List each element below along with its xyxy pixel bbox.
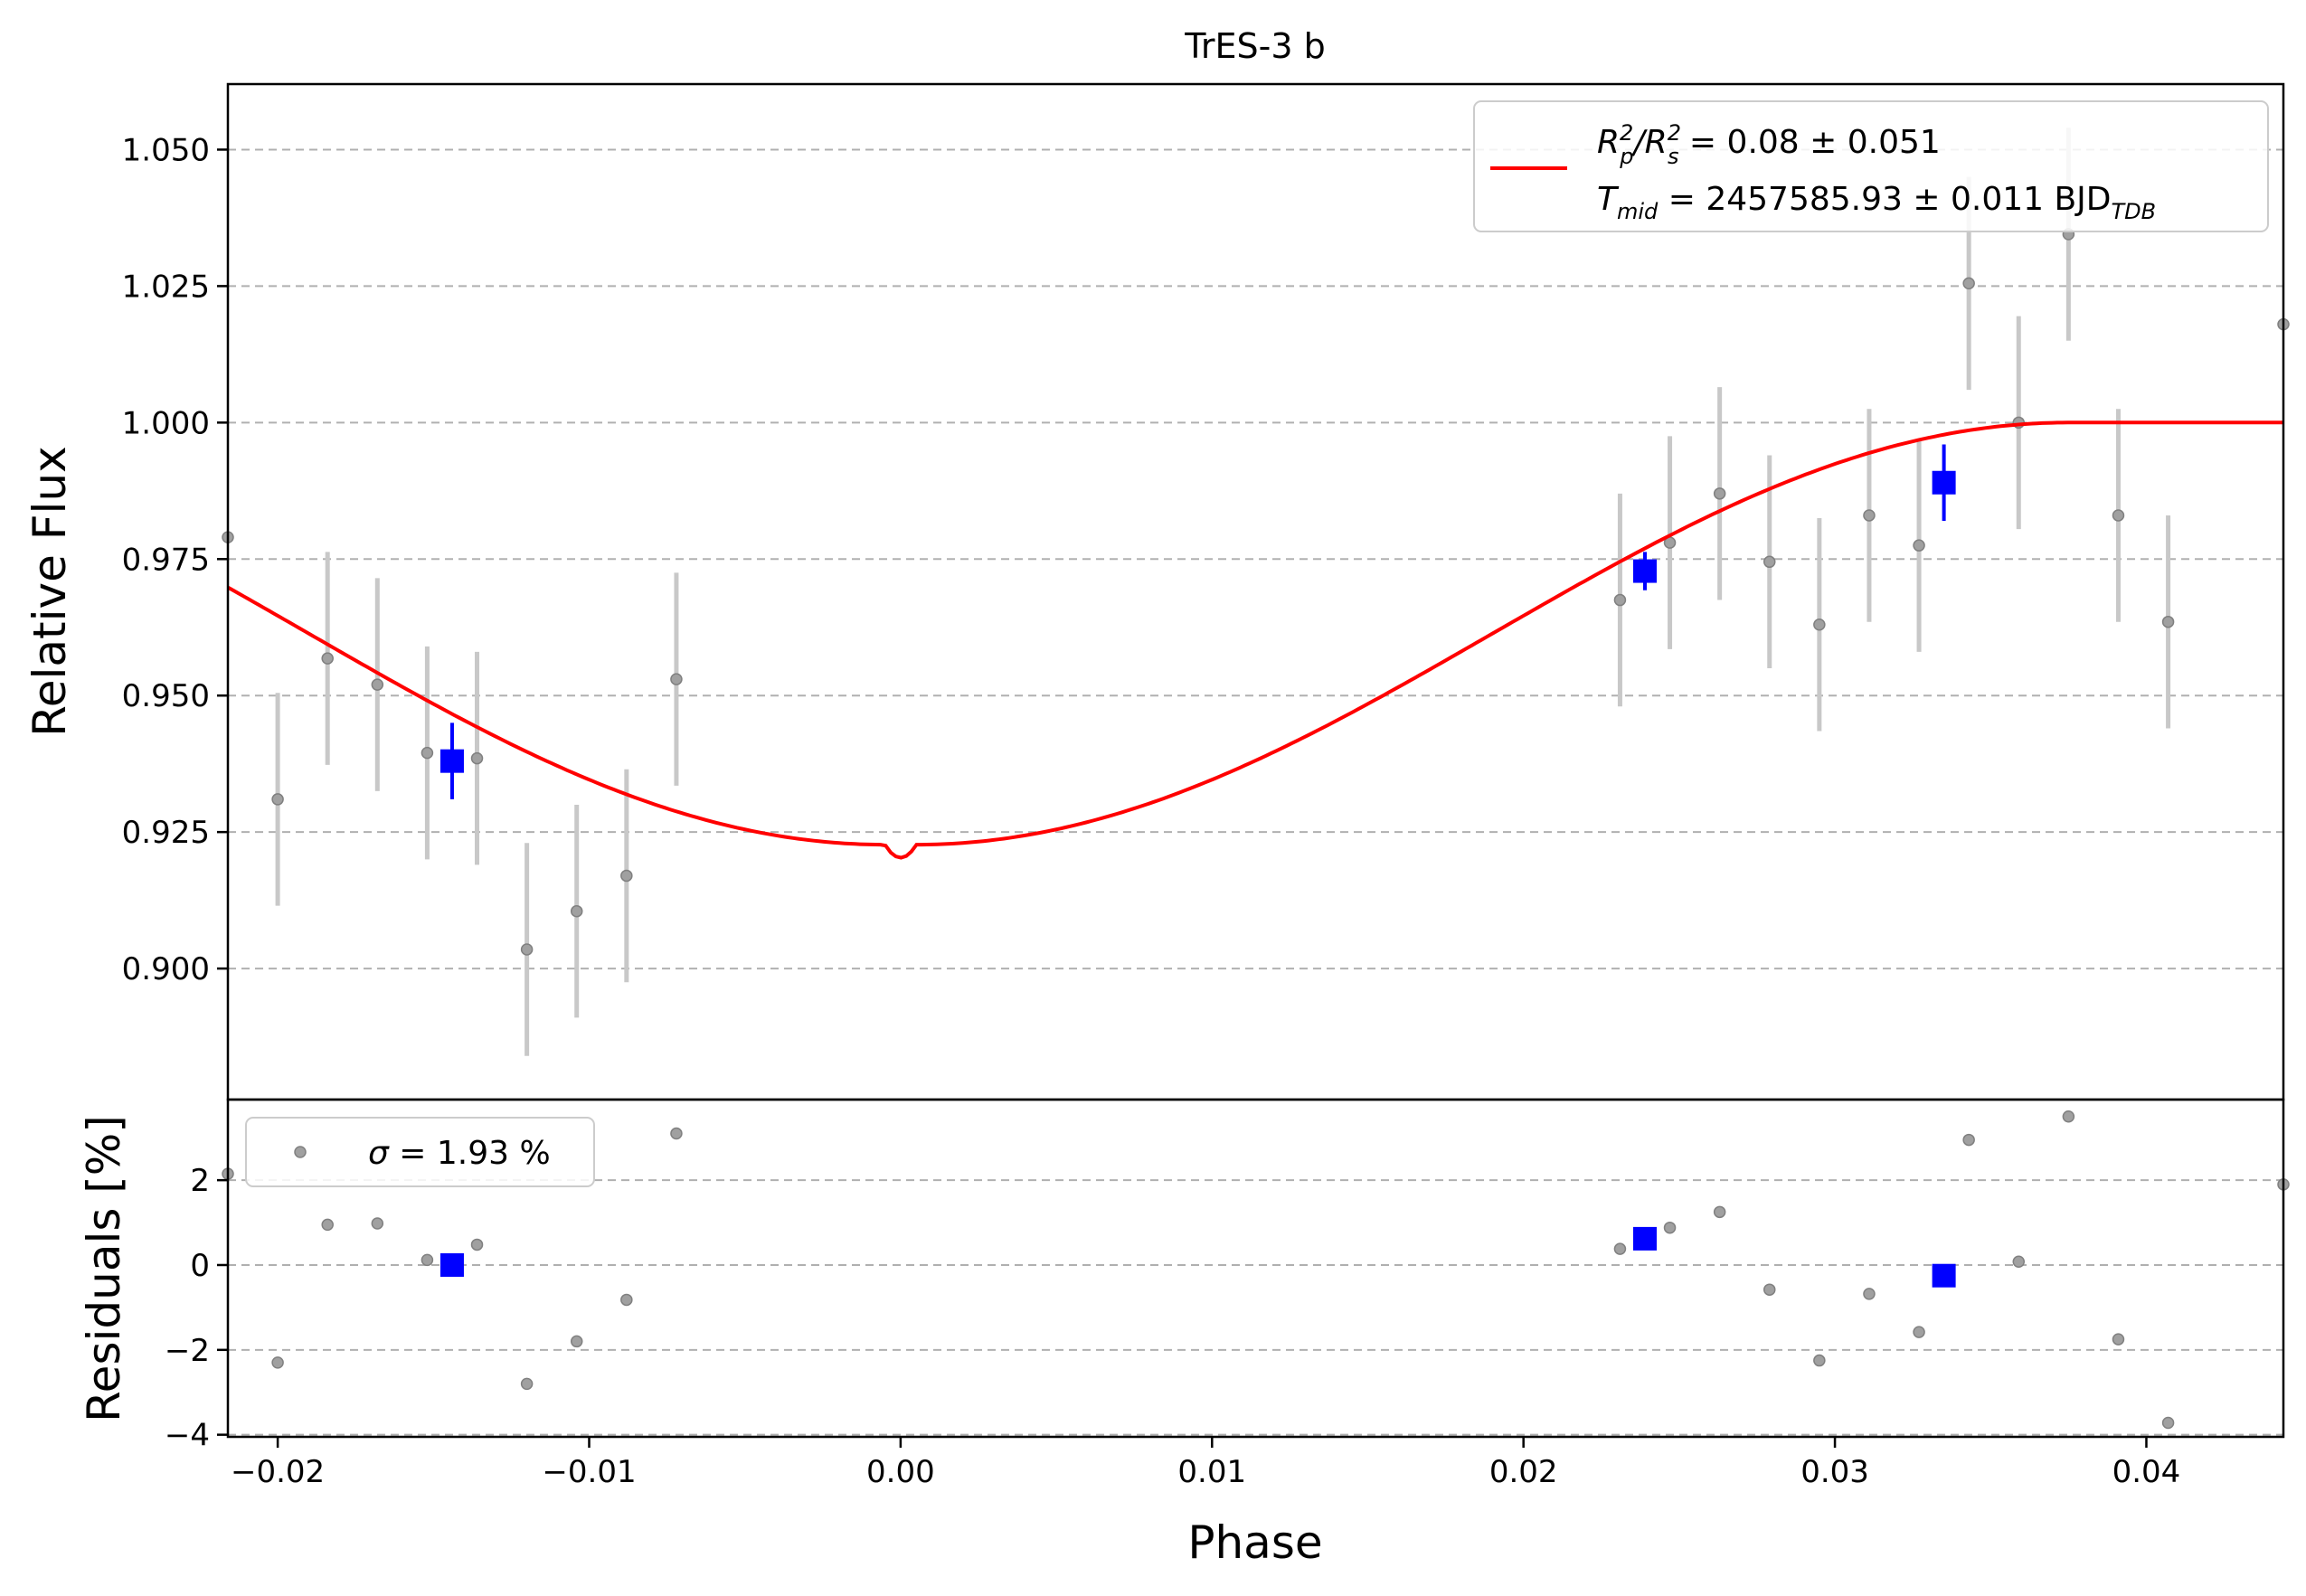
main-raw-point [570, 904, 583, 918]
residuals-legend-box [245, 1117, 595, 1187]
main-y-axis-label: Relative Flux [24, 446, 76, 736]
residuals-raw-point [1813, 1354, 1826, 1367]
residuals-y-tick-label: 2 [190, 1163, 210, 1199]
main-raw-point [520, 943, 534, 956]
main-raw-point [421, 746, 434, 760]
x-tick-label: 0.00 [866, 1454, 935, 1490]
residuals-panel: −4 −2 0 2 −0.02 −0.01 0.00 0.01 0.02 0.03 0.04 Re… [78, 1098, 2290, 1569]
x-tick-label: −0.01 [542, 1454, 636, 1490]
main-legend-radius-ratio: R2 p/R2 s = 0.08 ± 0.051 [1597, 120, 1941, 169]
x-tick-label: 0.01 [1177, 1454, 1246, 1490]
main-raw-point [1713, 487, 1726, 500]
main-y-tick-label: 0.975 [122, 542, 210, 578]
main-raw-point [1962, 277, 1975, 290]
residuals-raw-point [1663, 1221, 1677, 1234]
residuals-binned-point [1632, 1226, 1657, 1251]
main-y-tick-label: 1.050 [122, 132, 210, 168]
main-y-tick-label: 0.950 [122, 678, 210, 714]
residuals-raw-point [670, 1127, 683, 1140]
x-tick-label: 0.02 [1489, 1454, 1558, 1490]
residuals-raw-point [421, 1253, 434, 1267]
residuals-raw-point [321, 1218, 334, 1232]
residuals-raw-point [470, 1238, 484, 1251]
x-ticks: −0.02 −0.01 0.00 0.01 0.02 0.03 0.04 [231, 1437, 2180, 1490]
main-raw-point [321, 652, 334, 665]
residuals-raw-point [1763, 1283, 1776, 1296]
chart-title: TrES-3 b [1184, 26, 1325, 66]
main-legend: R2 p/R2 s = 0.08 ± 0.051 Tmid = 2457585.93… [1473, 100, 2269, 232]
main-panel: 0.900 0.925 0.950 0.975 1.000 1.025 1.050 TrES… [24, 26, 2290, 1101]
residuals-y-axis-label: Residuals [%] [78, 1115, 130, 1422]
x-tick-label: 0.03 [1800, 1454, 1869, 1490]
main-y-tick-label: 1.025 [122, 269, 210, 305]
residuals-raw-point [2062, 1110, 2075, 1123]
main-raw-point [620, 869, 633, 883]
main-raw-point [371, 678, 384, 691]
main-raw-point [1763, 555, 1776, 569]
transit-model-curve [227, 420, 2283, 860]
residuals-legend: σ = 1.93 % [245, 1117, 595, 1187]
main-binned-points [439, 444, 1956, 799]
residuals-plot-frame [226, 1098, 2285, 1439]
residuals-y-tick-label: −2 [165, 1333, 210, 1369]
residuals-raw-point [1613, 1242, 1627, 1255]
residuals-raw-point [2112, 1333, 2125, 1346]
main-binned-point [439, 749, 464, 773]
residuals-y-tick-label: 0 [190, 1248, 210, 1284]
residuals-raw-point [271, 1356, 284, 1369]
residuals-binned-point [1932, 1263, 1956, 1288]
main-legend-mid-time: Tmid = 2457585.93 ± 0.011 BJDTDB [1597, 181, 2156, 224]
residuals-raw-point [2161, 1416, 2175, 1430]
main-raw-point [470, 751, 484, 765]
main-raw-point [1613, 593, 1627, 607]
residuals-raw-point [2012, 1255, 2026, 1268]
x-tick-label: −0.02 [231, 1454, 325, 1490]
main-raw-point [271, 793, 284, 806]
main-raw-point [670, 673, 683, 685]
residuals-raw-point [620, 1293, 633, 1307]
residuals-y-tick-label: −4 [165, 1418, 210, 1454]
main-raw-point [2161, 615, 2175, 628]
main-raw-point [2112, 509, 2125, 522]
main-binned-point [1632, 559, 1657, 583]
main-y-tick-label: 1.000 [122, 405, 210, 441]
main-raw-point [1863, 509, 1876, 522]
residuals-binned-point [439, 1252, 464, 1277]
residuals-raw-point [520, 1377, 534, 1391]
residuals-binned-points [439, 1226, 1956, 1288]
residuals-raw-point [1713, 1205, 1726, 1219]
residuals-raw-point [371, 1217, 384, 1230]
x-axis-label: Phase [1187, 1516, 1322, 1569]
main-y-tick-label: 0.900 [122, 951, 210, 987]
main-legend-box [1473, 100, 2269, 232]
main-y-ticks: 0.900 0.925 0.950 0.975 1.000 1.025 1.050 [122, 132, 228, 987]
main-raw-point [1813, 618, 1826, 631]
residuals-raw-point [1913, 1326, 1925, 1338]
main-y-tick-label: 0.925 [122, 815, 210, 851]
residuals-legend-marker [294, 1146, 307, 1158]
residuals-raw-point [1863, 1288, 1876, 1300]
main-binned-point [1932, 470, 1956, 495]
residuals-raw-point [1962, 1133, 1975, 1147]
residuals-legend-sigma: σ = 1.93 % [368, 1135, 551, 1172]
main-raw-point [1913, 539, 1925, 552]
residuals-y-ticks: −4 −2 0 2 [165, 1163, 228, 1454]
residuals-raw-point [570, 1335, 583, 1348]
x-tick-label: 0.04 [2112, 1454, 2181, 1490]
